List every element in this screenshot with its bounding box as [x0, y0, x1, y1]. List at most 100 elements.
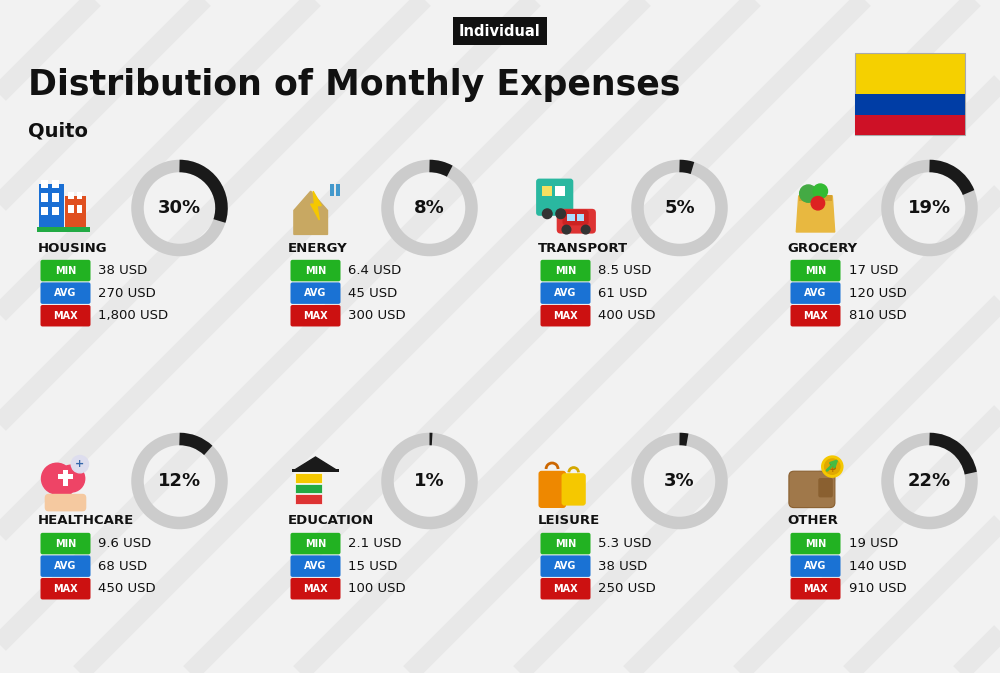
Text: AVG: AVG — [54, 561, 77, 571]
Text: EDUCATION: EDUCATION — [288, 514, 374, 528]
Text: TRANSPORT: TRANSPORT — [538, 242, 628, 254]
Text: LEISURE: LEISURE — [538, 514, 600, 528]
FancyBboxPatch shape — [538, 471, 566, 508]
Bar — [58, 474, 73, 479]
Bar — [68, 205, 74, 213]
Circle shape — [58, 465, 85, 492]
Text: MIN: MIN — [305, 266, 326, 275]
Text: 12%: 12% — [158, 472, 201, 490]
Text: 140 USD: 140 USD — [849, 560, 906, 573]
FancyBboxPatch shape — [791, 533, 841, 555]
Bar — [41, 193, 48, 202]
Text: 61 USD: 61 USD — [598, 287, 648, 299]
Bar — [295, 495, 322, 504]
Text: 120 USD: 120 USD — [849, 287, 906, 299]
Text: 19 USD: 19 USD — [849, 537, 898, 550]
Bar — [567, 214, 575, 221]
Text: 3%: 3% — [664, 472, 695, 490]
Bar — [577, 214, 584, 221]
Text: MAX: MAX — [803, 311, 828, 321]
Bar — [855, 53, 965, 135]
Bar — [542, 186, 552, 196]
Text: MAX: MAX — [303, 311, 328, 321]
FancyBboxPatch shape — [791, 555, 841, 577]
Bar — [77, 205, 82, 213]
Circle shape — [41, 463, 72, 494]
Text: MIN: MIN — [555, 538, 576, 548]
Bar — [77, 192, 82, 199]
FancyBboxPatch shape — [541, 283, 591, 304]
Bar — [65, 196, 86, 232]
Bar — [52, 180, 59, 188]
Text: 15 USD: 15 USD — [349, 560, 398, 573]
FancyBboxPatch shape — [40, 260, 90, 281]
FancyBboxPatch shape — [541, 260, 591, 281]
Bar — [855, 94, 965, 135]
Circle shape — [71, 456, 89, 473]
Bar — [295, 484, 322, 493]
Text: 300 USD: 300 USD — [349, 309, 406, 322]
FancyBboxPatch shape — [40, 578, 90, 600]
Polygon shape — [796, 196, 835, 232]
Text: 19%: 19% — [908, 199, 951, 217]
Bar — [330, 184, 334, 196]
FancyBboxPatch shape — [40, 283, 90, 304]
FancyBboxPatch shape — [290, 283, 340, 304]
Circle shape — [800, 185, 817, 203]
Circle shape — [813, 184, 828, 199]
FancyBboxPatch shape — [40, 305, 90, 326]
FancyBboxPatch shape — [290, 555, 340, 577]
FancyBboxPatch shape — [541, 305, 591, 326]
Text: AVG: AVG — [804, 288, 827, 298]
Text: MAX: MAX — [553, 311, 578, 321]
Bar — [41, 207, 48, 215]
FancyBboxPatch shape — [290, 533, 340, 555]
Text: 250 USD: 250 USD — [598, 582, 656, 595]
FancyBboxPatch shape — [290, 260, 340, 281]
Text: AVG: AVG — [304, 288, 327, 298]
Text: 810 USD: 810 USD — [849, 309, 906, 322]
Text: AVG: AVG — [554, 561, 577, 571]
Bar — [68, 192, 74, 199]
Bar — [555, 186, 565, 196]
FancyBboxPatch shape — [541, 578, 591, 600]
Text: Quito: Quito — [28, 122, 88, 141]
FancyBboxPatch shape — [789, 471, 835, 507]
Text: MIN: MIN — [55, 538, 76, 548]
Text: AVG: AVG — [54, 288, 77, 298]
Polygon shape — [311, 191, 321, 220]
Text: 9.6 USD: 9.6 USD — [98, 537, 152, 550]
Bar — [295, 473, 322, 483]
FancyBboxPatch shape — [290, 305, 340, 326]
Text: 270 USD: 270 USD — [98, 287, 156, 299]
Text: MAX: MAX — [53, 583, 78, 594]
FancyBboxPatch shape — [40, 555, 90, 577]
FancyBboxPatch shape — [541, 533, 591, 555]
Text: MIN: MIN — [555, 266, 576, 275]
Text: Individual: Individual — [459, 24, 541, 38]
Text: MIN: MIN — [55, 266, 76, 275]
FancyBboxPatch shape — [45, 494, 86, 511]
FancyBboxPatch shape — [562, 473, 586, 505]
Circle shape — [562, 225, 571, 234]
Circle shape — [581, 225, 590, 234]
Text: 8%: 8% — [414, 199, 445, 217]
Text: ENERGY: ENERGY — [288, 242, 347, 254]
Text: 38 USD: 38 USD — [98, 264, 148, 277]
Text: 38 USD: 38 USD — [598, 560, 648, 573]
Bar — [39, 184, 64, 232]
Text: 22%: 22% — [908, 472, 951, 490]
Text: MAX: MAX — [803, 583, 828, 594]
Text: 400 USD: 400 USD — [598, 309, 656, 322]
Text: $: $ — [828, 462, 836, 472]
Text: 5.3 USD: 5.3 USD — [598, 537, 652, 550]
Text: MIN: MIN — [805, 538, 826, 548]
FancyBboxPatch shape — [562, 210, 589, 225]
Bar — [41, 180, 48, 188]
Text: 6.4 USD: 6.4 USD — [349, 264, 402, 277]
Text: 8.5 USD: 8.5 USD — [598, 264, 652, 277]
Bar — [37, 227, 90, 232]
Bar — [292, 468, 339, 472]
Text: 45 USD: 45 USD — [349, 287, 398, 299]
Text: +: + — [75, 459, 85, 469]
